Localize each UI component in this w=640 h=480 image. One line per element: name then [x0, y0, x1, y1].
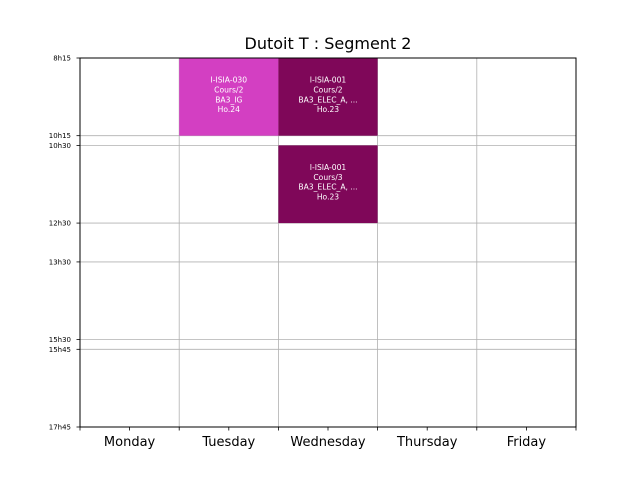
- event-label-line: I-ISIA-001: [310, 76, 347, 85]
- event-label-line: BA3_ELEC_A, ...: [298, 95, 357, 104]
- event-rect: [278, 145, 378, 224]
- event-label-line: BA3_IG: [215, 95, 242, 104]
- event-label-line: Cours/2: [313, 85, 342, 94]
- event-label-line: Cours/3: [313, 173, 342, 182]
- event-label-line: I-ISIA-001: [310, 163, 347, 172]
- event-rect: [278, 58, 378, 136]
- y-tick-label: 15h45: [49, 346, 71, 354]
- event-layer: I-ISIA-030Cours/2BA3_IGHo.24I-ISIA-001Co…: [179, 58, 378, 224]
- event-rect: [179, 58, 279, 136]
- x-tick-label-friday: Friday: [507, 435, 547, 450]
- x-tick-label-thursday: Thursday: [396, 435, 458, 450]
- y-tick-label: 13h30: [49, 258, 71, 266]
- y-tick-label: 8h15: [53, 55, 71, 63]
- x-tick-label-monday: Monday: [104, 435, 156, 450]
- tick-layer: 8h15 10h15 10h30 12h30 13h30 15h30 15h45 17h45 M…: [49, 55, 577, 450]
- x-tick-label-wednesday: Wednesday: [290, 435, 366, 450]
- event-label-line: Ho.23: [317, 105, 339, 114]
- y-tick-label: 15h30: [49, 336, 71, 344]
- event-label-line: Ho.24: [218, 105, 240, 114]
- y-tick-label: 10h30: [49, 142, 71, 150]
- event-label-line: Ho.23: [317, 193, 339, 202]
- y-tick-label: 17h45: [49, 424, 71, 432]
- y-tick-label: 10h15: [49, 132, 71, 140]
- chart-title: Dutoit T : Segment 2: [245, 34, 412, 53]
- event-label-line: Cours/2: [214, 85, 243, 94]
- x-tick-label-tuesday: Tuesday: [201, 435, 255, 450]
- y-tick-label: 12h30: [49, 220, 71, 228]
- event-label-line: I-ISIA-030: [211, 76, 248, 85]
- event-label-line: BA3_ELEC_A, ...: [298, 183, 357, 192]
